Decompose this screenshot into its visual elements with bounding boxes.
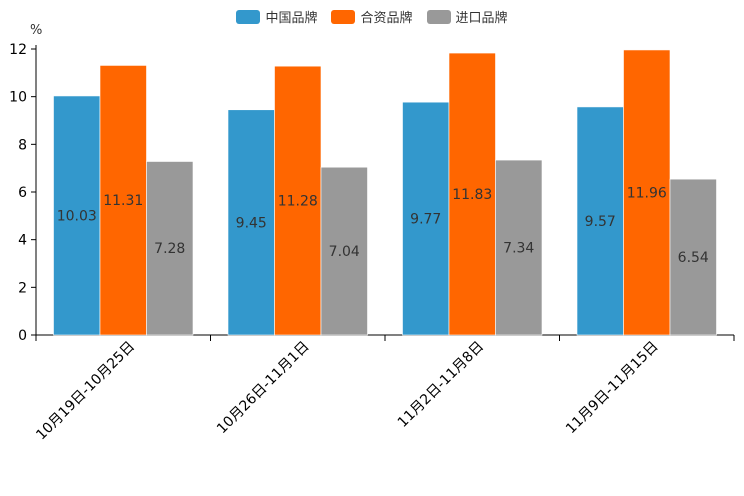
data-label: 11.96 bbox=[627, 185, 667, 201]
bar[interactable] bbox=[227, 109, 275, 336]
data-label: 7.04 bbox=[329, 244, 360, 260]
y-tick-label: 0 bbox=[18, 328, 27, 344]
x-axis: 10月19日-10月25日 10月26日-11月1日 11月2日-11月8日 11月9… bbox=[33, 334, 735, 444]
legend-item-china-brand[interactable]: 中国品牌 bbox=[236, 7, 317, 26]
data-labels: 10.03 9.45 9.77 9.57 11.31 11.28 11.83 11.96 7.2… bbox=[57, 185, 709, 266]
y-tick-label: 2 bbox=[18, 280, 27, 296]
legend-item-joint-venture-brand[interactable]: 合资品牌 bbox=[331, 7, 413, 26]
y-axis-unit-label: % bbox=[30, 23, 42, 38]
y-axis: 0 2 4 6 8 10 12 bbox=[9, 42, 37, 344]
data-label: 11.83 bbox=[452, 187, 492, 203]
legend-swatch-import-brand bbox=[426, 9, 451, 24]
x-tick-label: 10月26日-11月1日 bbox=[214, 339, 313, 438]
y-tick-label: 8 bbox=[18, 137, 27, 153]
data-label: 9.45 bbox=[236, 215, 267, 231]
data-label: 6.54 bbox=[678, 250, 709, 266]
x-tick-label: 11月2日-11月8日 bbox=[395, 339, 487, 431]
data-label: 11.31 bbox=[103, 193, 143, 209]
legend-label-china-brand: 中国品牌 bbox=[265, 11, 318, 26]
legend-swatch-joint-venture-brand bbox=[331, 9, 356, 24]
bars bbox=[53, 49, 717, 336]
data-label: 7.28 bbox=[154, 241, 185, 257]
x-tick-label: 11月9日-11月15日 bbox=[563, 339, 662, 438]
y-tick-label: 4 bbox=[18, 233, 27, 249]
bar[interactable] bbox=[495, 159, 543, 336]
legend-label-import-brand: 进口品牌 bbox=[455, 11, 508, 26]
data-label: 11.28 bbox=[278, 194, 318, 210]
y-tick-label: 10 bbox=[9, 90, 27, 106]
legend-item-import-brand[interactable]: 进口品牌 bbox=[426, 7, 508, 26]
bar[interactable] bbox=[448, 52, 496, 336]
data-label: 9.57 bbox=[585, 214, 616, 230]
bar[interactable] bbox=[669, 178, 717, 336]
bar[interactable] bbox=[402, 101, 450, 336]
y-tick-label: 12 bbox=[9, 42, 27, 58]
bar[interactable] bbox=[274, 65, 322, 336]
data-label: 7.34 bbox=[503, 241, 534, 257]
bar[interactable] bbox=[320, 166, 368, 336]
x-tick-label: 10月19日-10月25日 bbox=[33, 339, 138, 444]
legend-swatch-china-brand bbox=[236, 9, 261, 24]
bar[interactable] bbox=[146, 161, 194, 336]
y-tick-label: 6 bbox=[18, 185, 27, 201]
bar[interactable] bbox=[576, 106, 624, 336]
legend: 中国品牌 合资品牌 进口品牌 bbox=[0, 7, 744, 26]
bar[interactable] bbox=[53, 95, 101, 336]
legend-label-joint-venture-brand: 合资品牌 bbox=[360, 11, 413, 26]
data-label: 10.03 bbox=[57, 208, 97, 224]
bar[interactable] bbox=[623, 49, 671, 336]
data-label: 9.77 bbox=[410, 212, 441, 228]
